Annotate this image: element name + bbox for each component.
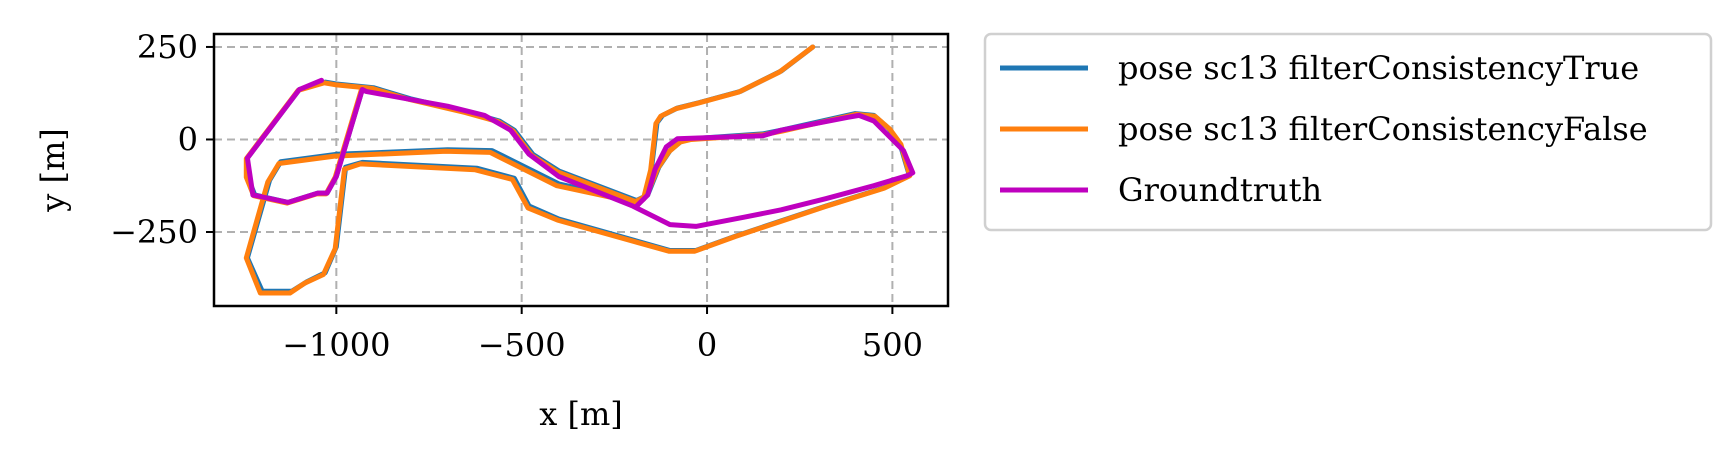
series-line-2	[243, 44, 913, 296]
series-line-3	[244, 77, 916, 229]
grid-lines	[214, 34, 948, 306]
legend: pose sc13 filterConsistencyTrue pose sc13…	[983, 32, 1713, 232]
x-tick-label: 0	[697, 326, 717, 364]
x-tick-label: −500	[478, 326, 566, 364]
series-lines	[243, 44, 916, 296]
legend-label-2: pose sc13 filterConsistencyFalse	[1118, 110, 1648, 148]
x-tick-label: 500	[862, 326, 923, 364]
legend-label-3: Groundtruth	[1118, 171, 1322, 209]
legend-label-1: pose sc13 filterConsistencyTrue	[1118, 49, 1639, 87]
x-tick-label: −1000	[282, 326, 390, 364]
y-axis-label: y [m]	[34, 128, 72, 213]
y-tick-label: 250	[137, 28, 198, 66]
legend-box	[983, 32, 1713, 232]
plot-frame	[212, 32, 950, 308]
y-tick-label: −250	[110, 213, 198, 251]
x-axis-label: x [m]	[539, 395, 623, 433]
axis-ticks: −1000 −500 0 500 −250 0 250	[110, 28, 923, 364]
y-tick-label: 0	[178, 120, 198, 158]
